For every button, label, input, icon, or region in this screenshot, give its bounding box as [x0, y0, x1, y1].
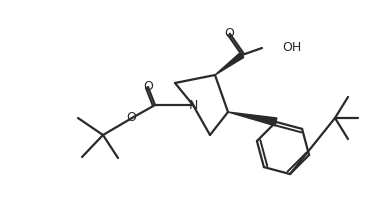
- Text: O: O: [143, 80, 153, 92]
- Polygon shape: [215, 53, 244, 75]
- Text: N: N: [188, 98, 198, 111]
- Text: OH: OH: [282, 41, 301, 53]
- Text: O: O: [224, 27, 234, 39]
- Text: O: O: [126, 110, 136, 124]
- Polygon shape: [228, 112, 277, 126]
